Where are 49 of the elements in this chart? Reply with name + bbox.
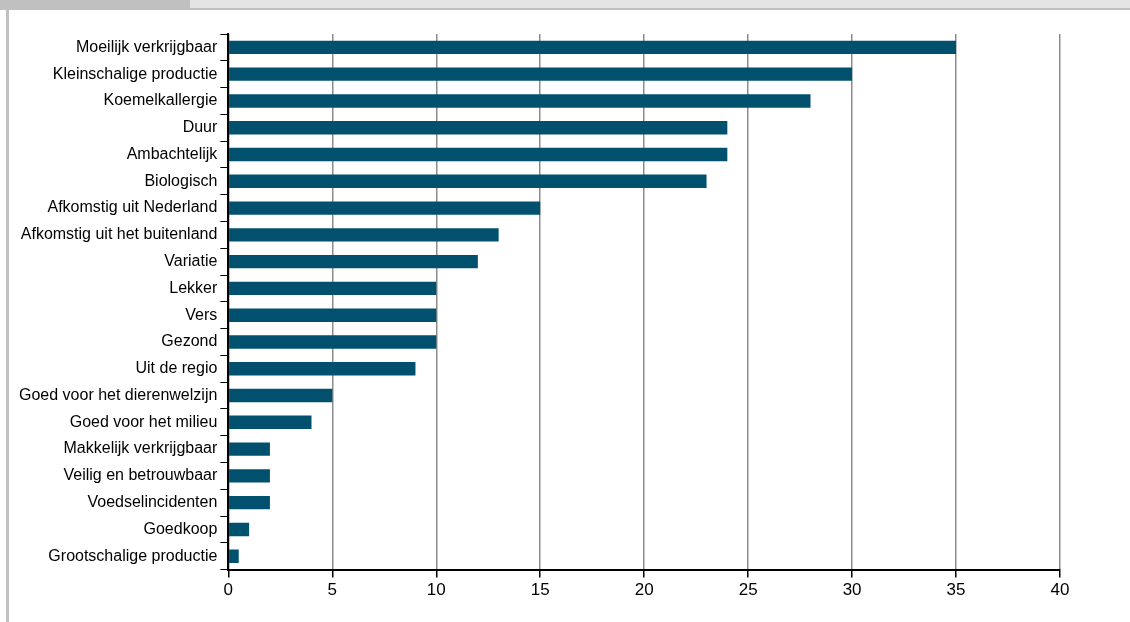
y-tick-label: Goedkoop: [143, 519, 218, 537]
y-tick-label: Duur: [182, 118, 218, 136]
y-tick-label: Goed voor het milieu: [69, 412, 218, 430]
x-tick-label: 15: [530, 580, 550, 600]
bar: [229, 522, 250, 537]
bar: [229, 308, 437, 322]
y-tick-label: Ambachtelijk: [126, 144, 219, 162]
bar: [229, 201, 541, 215]
y-tick-label: Moeilijk verkrijgbaar: [75, 37, 219, 55]
y-tick-label: Veilig en betrouwbaar: [63, 466, 218, 484]
bar: [229, 147, 728, 162]
bar: [229, 362, 416, 376]
bar: [229, 335, 437, 349]
bar: [229, 388, 333, 403]
x-tick-label: 40: [1050, 580, 1070, 600]
x-tick-label: 35: [946, 580, 966, 600]
bar: [229, 442, 270, 456]
x-tick-label: 25: [738, 580, 758, 600]
bar: [229, 549, 239, 563]
bar: [229, 121, 728, 135]
y-tick-label: Kleinschalige productie: [52, 64, 218, 82]
bar: [229, 495, 270, 510]
bar: [229, 40, 957, 55]
y-tick-label: Afkomstig uit het buitenland: [20, 225, 218, 243]
y-tick-label: Afkomstig uit Nederland: [47, 198, 218, 216]
bar: [229, 228, 499, 242]
x-tick-label: 10: [426, 580, 446, 600]
y-tick-label: Variatie: [164, 252, 218, 270]
bar: [229, 415, 312, 430]
bar: [229, 469, 270, 483]
bar: [229, 174, 707, 188]
y-tick-label: Vers: [185, 305, 218, 323]
x-tick-label: 30: [842, 580, 862, 600]
y-tick-label: Makkelijk verkrijgbaar: [63, 439, 218, 457]
y-tick-label: Uit de regio: [135, 359, 218, 377]
y-tick-label: Gezond: [161, 332, 218, 350]
y-tick-label: Voedselincidenten: [87, 493, 218, 511]
bar: [229, 254, 478, 269]
y-tick-label: Koemelkallergie: [103, 91, 218, 109]
y-tick-label: Biologisch: [144, 171, 218, 189]
y-tick-label: Lekker: [169, 278, 218, 296]
x-tick-label: 5: [327, 580, 338, 600]
x-tick-label: 20: [634, 580, 654, 600]
bar: [229, 281, 437, 296]
y-tick-label: Grootschalige productie: [48, 546, 218, 564]
bar: [229, 67, 853, 81]
y-tick-label: Goed voor het dierenwelzijn: [18, 385, 218, 403]
bar: [229, 94, 811, 108]
x-tick-label: 0: [223, 580, 234, 600]
